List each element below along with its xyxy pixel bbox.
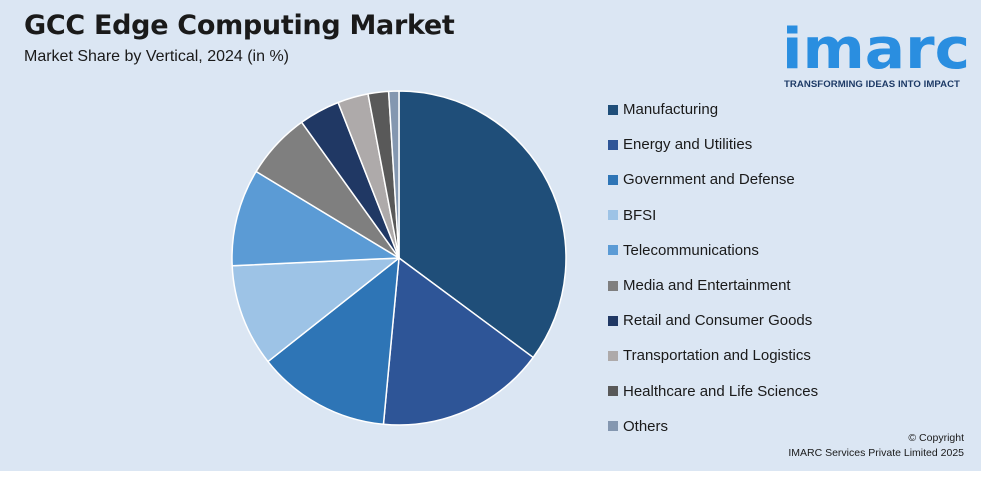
legend-swatch <box>608 421 618 432</box>
legend-item: Energy and Utilities <box>608 127 818 162</box>
legend-swatch <box>608 245 618 256</box>
copyright-line-1: © Copyright <box>908 432 964 444</box>
legend-label: Others <box>623 417 669 435</box>
legend-swatch <box>608 139 618 150</box>
legend-label: Energy and Utilities <box>623 136 753 154</box>
legend-item: Telecommunications <box>608 233 818 268</box>
legend-label: BFSI <box>623 206 657 224</box>
pie-slice-energy-and-utilities <box>382 257 534 426</box>
legend-swatch <box>608 210 618 221</box>
imarc-tagline: TRANSFORMING IDEAS INTO IMPACT <box>784 79 960 90</box>
legend-label: Manufacturing <box>623 101 719 119</box>
legend-item: Retail and Consumer Goods <box>608 303 818 338</box>
imarc-logo-text: imarc <box>782 17 970 82</box>
copyright-line-2: IMARC Services Private Limited 2025 <box>788 447 964 459</box>
legend-item: Transportation and Logistics <box>608 338 818 373</box>
chart-title: GCC Edge Computing Market <box>24 10 455 41</box>
pie-slice-telecommunications <box>231 170 400 267</box>
legend-swatch <box>608 315 618 326</box>
legend-item: Government and Defense <box>608 162 818 197</box>
imarc-logo: imarc TRANSFORMING IDEAS INTO IMPACT <box>782 10 972 92</box>
legend-item: Healthcare and Life Sciences <box>608 374 818 409</box>
legend-item: Manufacturing <box>608 92 818 127</box>
legend-item: Media and Entertainment <box>608 268 818 303</box>
legend-label: Retail and Consumer Goods <box>623 312 813 330</box>
copyright-notice: © Copyright IMARC Services Private Limit… <box>788 431 964 461</box>
pie-slice-government-and-defense <box>267 257 400 426</box>
chart-legend: Manufacturing Energy and Utilities Governm… <box>608 92 818 444</box>
legend-item: BFSI <box>608 198 818 233</box>
legend-swatch <box>608 280 618 291</box>
pie-slice-manufacturing <box>398 90 567 359</box>
legend-label: Telecommunications <box>623 241 759 259</box>
legend-item: Others <box>608 409 818 444</box>
legend-label: Media and Entertainment <box>623 277 791 295</box>
legend-label: Government and Defense <box>623 171 795 189</box>
legend-label: Transportation and Logistics <box>623 347 811 365</box>
imarc-logo-wordmark: imarc <box>782 17 970 82</box>
chart-subtitle: Market Share by Vertical, 2024 (in %) <box>24 48 290 65</box>
legend-label: Healthcare and Life Sciences <box>623 382 819 400</box>
legend-swatch <box>608 350 618 361</box>
legend-swatch <box>608 174 618 185</box>
legend-swatch <box>608 104 618 115</box>
legend-swatch <box>608 386 618 397</box>
pie-slice-bfsi <box>231 257 400 363</box>
pie-slice-others <box>387 90 400 259</box>
